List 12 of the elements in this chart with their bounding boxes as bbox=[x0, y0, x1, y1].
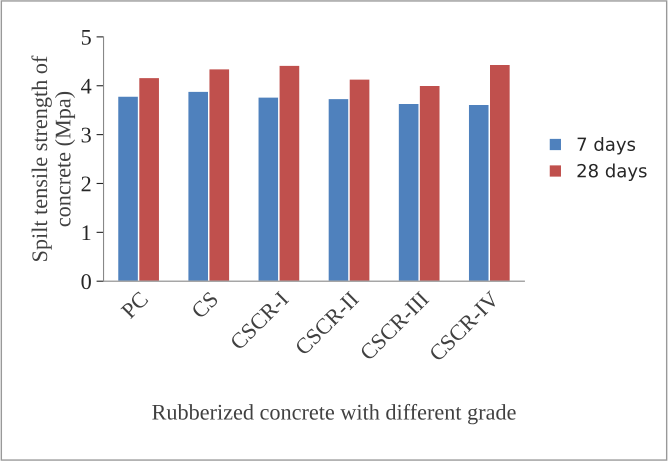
y-tick-label: 4 bbox=[81, 78, 92, 94]
legend-label: 28 days bbox=[577, 164, 647, 182]
y-axis-title: Spilt tensile strength of concrete (Mpa) bbox=[31, 56, 76, 261]
x-tick-label: CS bbox=[190, 291, 219, 320]
x-tick-label: PC bbox=[120, 290, 149, 320]
y-tick-label: 2 bbox=[82, 176, 91, 192]
x-axis-title: Rubberized concrete with different grade bbox=[152, 404, 516, 424]
legend-label: 7 days bbox=[578, 137, 636, 155]
y-tick-label: 3 bbox=[82, 128, 91, 143]
y-tick-label: 5 bbox=[82, 30, 91, 45]
y-tick-label: 0 bbox=[81, 274, 91, 290]
y-tick-label: 1 bbox=[82, 225, 90, 240]
